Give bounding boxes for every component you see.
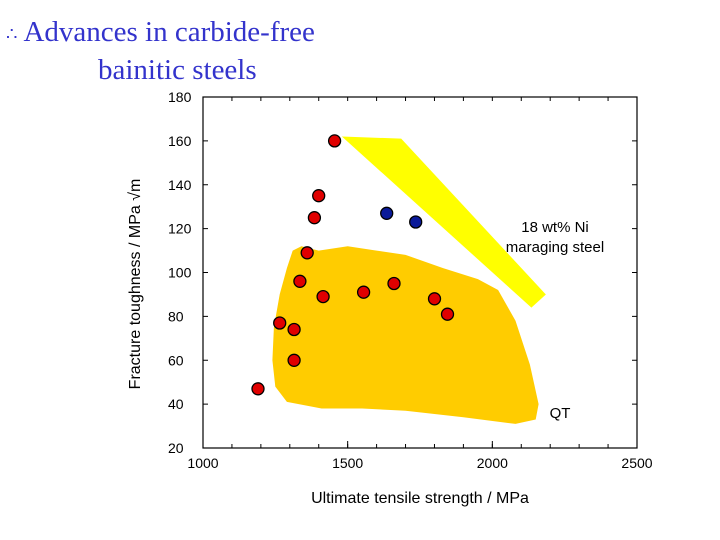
y-tick-label: 40 — [168, 396, 184, 412]
y-tick-label: 20 — [168, 440, 184, 456]
red-data-point — [327, 134, 342, 148]
red-data-point — [356, 285, 371, 299]
qt-label: QT — [550, 405, 571, 422]
red-data-point — [427, 292, 442, 306]
red-data-point — [307, 211, 322, 225]
y-tick-label: 120 — [168, 221, 192, 237]
x-axis-label: Ultimate tensile strength / MPa — [311, 490, 529, 507]
maraging-label-line-2: maraging steel — [506, 239, 604, 256]
red-data-point — [440, 307, 455, 321]
red-data-point — [293, 274, 307, 288]
x-tick-label: 2000 — [477, 455, 508, 471]
y-tick-label: 100 — [168, 265, 192, 281]
bullet-glyph: ∴ — [6, 24, 18, 45]
y-tick-label: 80 — [168, 308, 184, 324]
red-data-point — [300, 246, 314, 260]
qt-region — [272, 246, 539, 424]
y-tick-label: 140 — [168, 177, 192, 193]
x-tick-label: 1000 — [187, 455, 218, 471]
y-tick-label: 160 — [168, 133, 192, 149]
title-line-2: bainitic steels — [98, 54, 257, 87]
x-tick-label: 2500 — [621, 455, 652, 471]
red-data-point — [387, 276, 401, 291]
red-data-point — [251, 382, 265, 396]
y-tick-label: 180 — [168, 89, 192, 105]
red-data-point — [287, 322, 301, 337]
x-tick-label: 1500 — [332, 455, 363, 471]
slide-title: ∴ Advances in carbide-free bainitic steel… — [6, 14, 315, 88]
y-tick-label: 60 — [168, 352, 184, 368]
blue-data-point — [409, 215, 423, 229]
red-data-point — [287, 353, 301, 367]
title-line-1: Advances in carbide-free — [23, 16, 315, 48]
blue-data-point — [380, 206, 394, 220]
maraging-steel-region — [341, 136, 546, 308]
maraging-label-line-1: 18 wt% Ni — [521, 219, 589, 236]
red-data-point — [316, 289, 330, 304]
red-data-point — [312, 189, 326, 203]
red-data-point — [273, 316, 287, 330]
y-axis-label: Fracture toughness / MPa √m — [127, 179, 144, 390]
